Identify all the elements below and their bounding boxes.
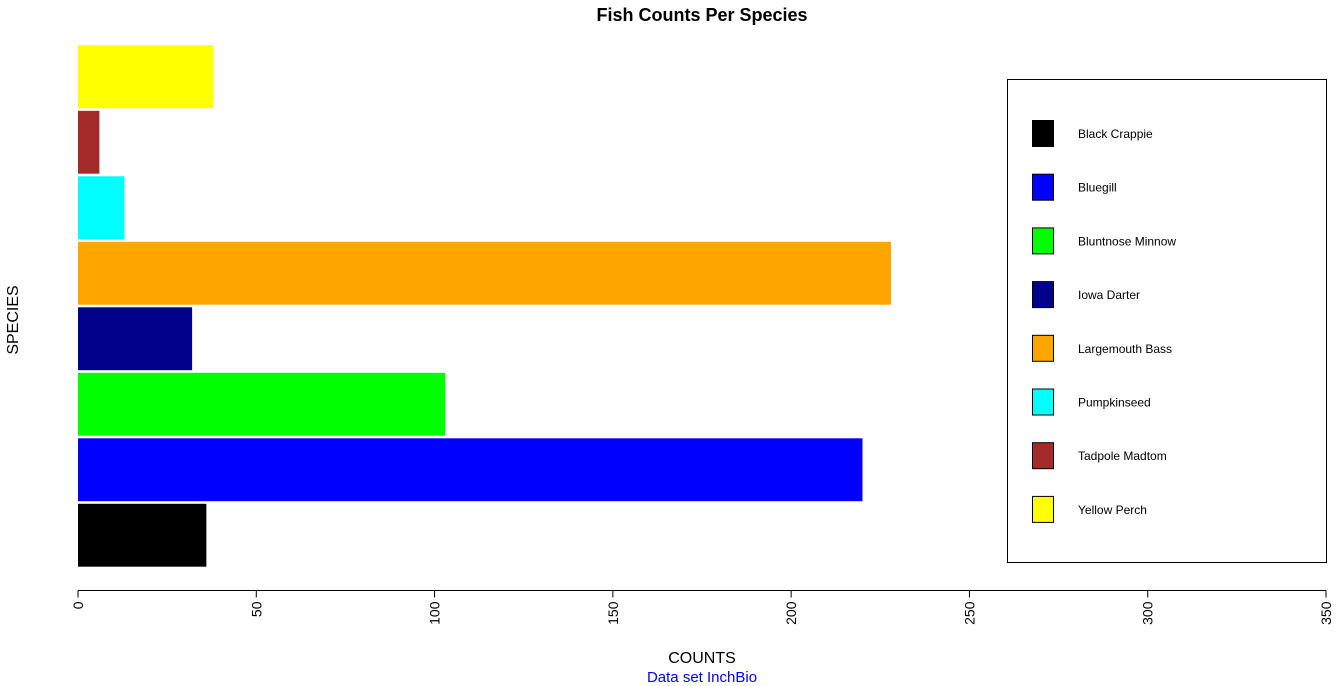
bar-yellow-perch [78, 45, 214, 109]
x-tick-label: 300 [1140, 601, 1156, 625]
x-tick-label: 350 [1318, 601, 1334, 625]
legend-items: Black Crappie Bluegill Bluntnose Minnow Iow… [1032, 120, 1176, 523]
bar-bluegill [78, 438, 863, 502]
chart-title: Fish Counts Per Species [596, 5, 807, 25]
legend-label: Tadpole Madtom [1078, 449, 1167, 463]
legend: Black Crappie Bluegill Bluntnose Minnow Iow… [1007, 79, 1327, 563]
bars-group [78, 45, 891, 567]
bar-bluntnose-minnow [78, 372, 446, 436]
x-tick-label: 100 [427, 601, 443, 625]
legend-swatch [1032, 495, 1054, 523]
x-tick-label: 150 [605, 601, 621, 625]
bar-pumpkinseed [78, 176, 125, 240]
bar-iowa-darter [78, 307, 193, 371]
legend-swatch [1032, 281, 1054, 309]
legend-label: Yellow Perch [1078, 503, 1147, 517]
x-tick-label: 0 [70, 601, 86, 609]
bar-largemouth-bass [78, 241, 891, 305]
x-ticks: 0 50 100 150 200 250 300 350 [70, 590, 1334, 625]
legend-swatch [1032, 442, 1054, 470]
legend-swatch [1032, 173, 1054, 201]
legend-swatch [1032, 388, 1054, 416]
data-source-caption: Data set InchBio [647, 669, 757, 686]
x-tick-label: 250 [961, 601, 977, 625]
legend-label: Iowa Darter [1078, 288, 1140, 302]
legend-swatch [1032, 120, 1054, 147]
legend-label: Black Crappie [1078, 127, 1153, 141]
legend-swatch [1032, 334, 1054, 362]
legend-swatch [1032, 227, 1054, 255]
bar-tadpole-madtom [78, 110, 100, 174]
legend-label: Pumpkinseed [1078, 396, 1151, 410]
bar-black-crappie [78, 503, 207, 567]
legend-box [1007, 79, 1327, 563]
x-tick-label: 200 [783, 601, 799, 625]
y-axis-title: SPECIES [5, 285, 22, 354]
x-axis: 0 50 100 150 200 250 300 350 [70, 590, 1334, 625]
legend-label: Bluntnose Minnow [1078, 234, 1176, 248]
legend-label: Largemouth Bass [1078, 342, 1172, 356]
legend-label: Bluegill [1078, 181, 1117, 195]
x-axis-title: COUNTS [668, 650, 736, 667]
x-tick-label: 50 [248, 601, 264, 617]
